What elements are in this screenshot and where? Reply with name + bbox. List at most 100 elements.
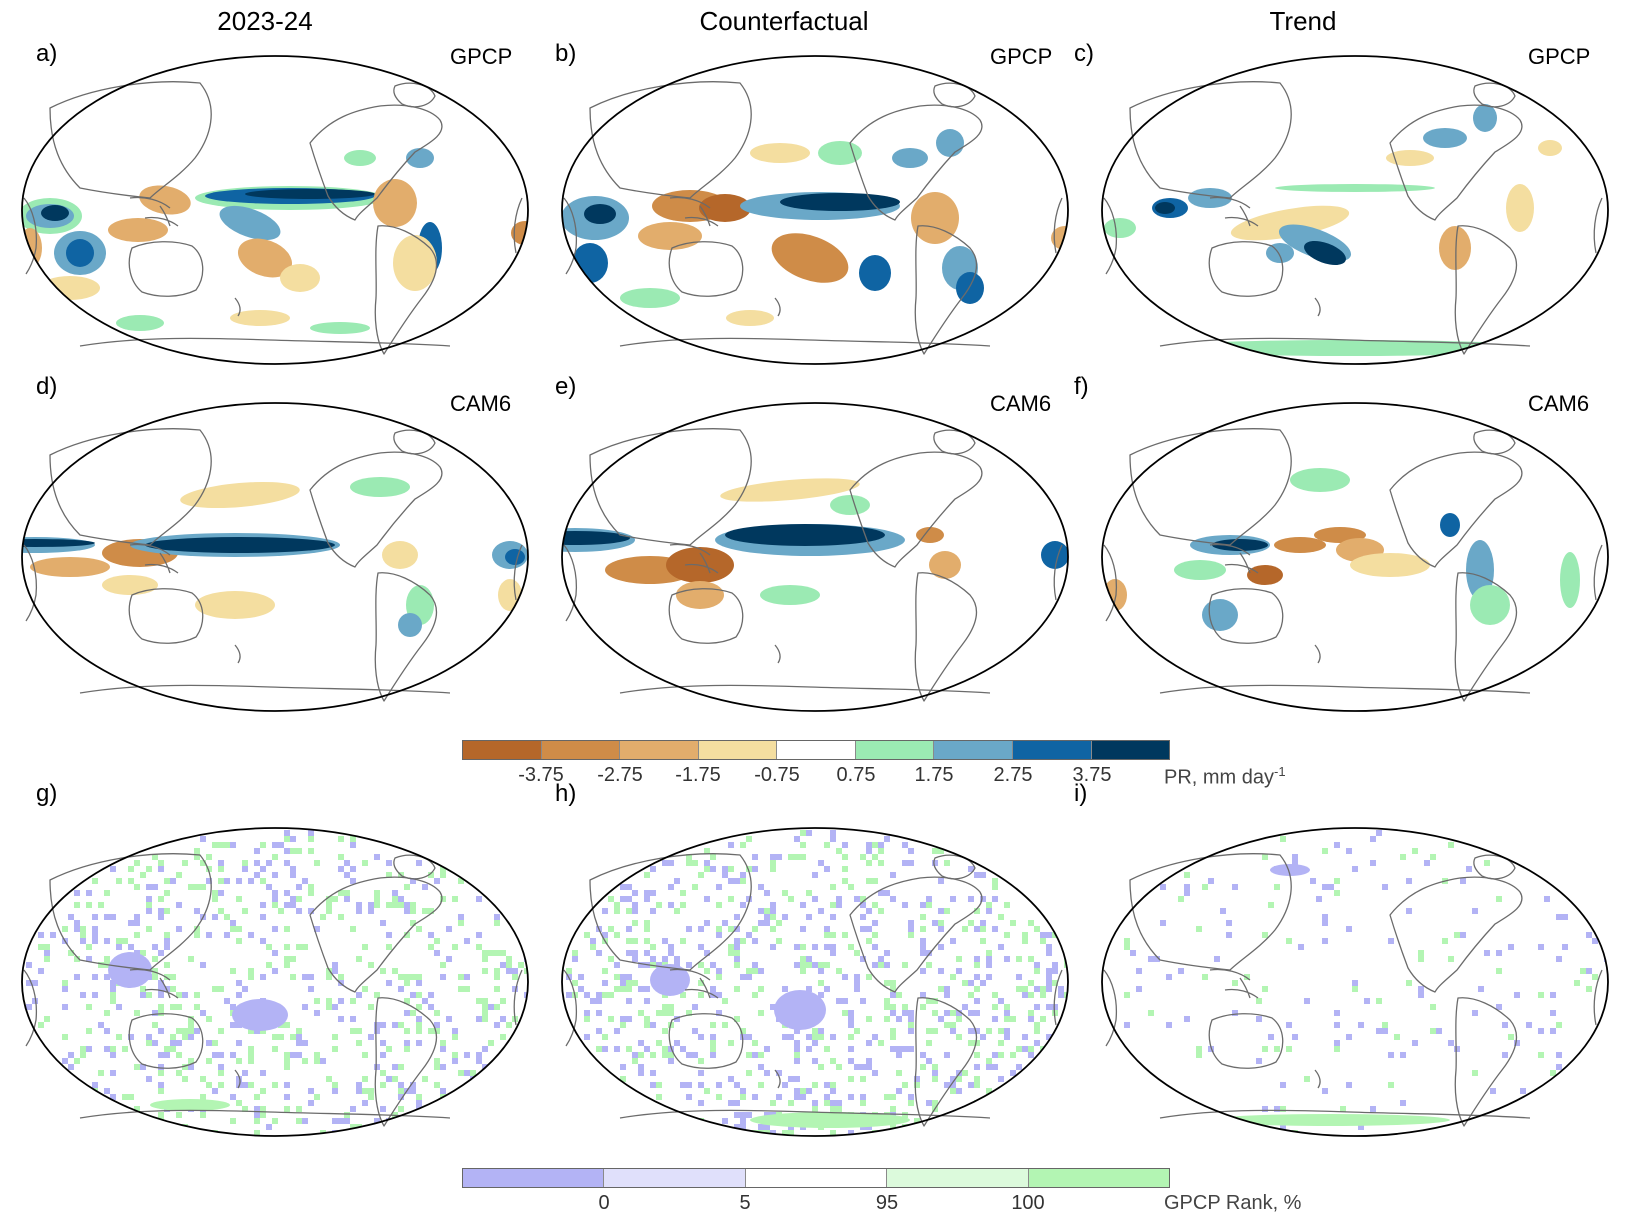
rank-cell: [110, 992, 116, 998]
north-america-coastline: [1389, 876, 1523, 993]
rank-cell: [698, 1058, 704, 1064]
rank-cell: [92, 932, 98, 938]
africa-coastline: [23, 969, 38, 1047]
precip-contour: [139, 185, 191, 215]
coastline-layer: [563, 81, 1063, 355]
north-america-coastline: [309, 451, 443, 568]
rank-cell: [236, 1100, 242, 1106]
rank-cell: [1412, 848, 1418, 854]
rank-cell: [128, 1034, 134, 1040]
rank-cell: [974, 962, 980, 968]
rank-cell: [110, 986, 116, 992]
rank-region: [1210, 1114, 1450, 1126]
rank-cell: [146, 1076, 152, 1082]
maritime-continent-coastline: [669, 196, 719, 227]
greenland-coastline: [933, 854, 976, 880]
rank-cell: [1376, 998, 1382, 1004]
rank-cell: [188, 1034, 194, 1040]
rank-cell: [140, 992, 146, 998]
rank-colorbar-swatch-4: [1028, 1169, 1170, 1187]
rank-cell: [164, 878, 170, 884]
rank-cell: [296, 1034, 302, 1040]
rank-cell: [1010, 1016, 1016, 1022]
rank-cell: [308, 974, 314, 980]
rank-cell: [1562, 914, 1568, 920]
rank-cell: [1562, 944, 1568, 950]
rank-cell: [296, 1028, 302, 1034]
rank-cell: [926, 1040, 932, 1046]
precip-contour: [1104, 218, 1136, 238]
rank-cell: [794, 1088, 800, 1094]
rank-cell: [686, 926, 692, 932]
coastline-layer: [1103, 81, 1603, 355]
rank-cell: [950, 938, 956, 944]
rank-cell: [620, 974, 626, 980]
rank-cell: [356, 908, 362, 914]
rank-cell: [698, 1100, 704, 1106]
rank-cell: [704, 896, 710, 902]
rank-cell: [1016, 1046, 1022, 1052]
rank-cell: [344, 860, 350, 866]
rank-cell: [920, 950, 926, 956]
rank-cell: [980, 938, 986, 944]
rank-cell: [1454, 932, 1460, 938]
rank-cell: [992, 1052, 998, 1058]
rank-cell: [614, 908, 620, 914]
south-america-coastline: [914, 225, 978, 355]
precip-contour: [956, 272, 984, 304]
rank-cell: [986, 974, 992, 980]
rank-region: [150, 1099, 230, 1111]
rank-cell: [80, 1046, 86, 1052]
rank-cell: [314, 1010, 320, 1016]
rank-cell: [788, 1124, 794, 1130]
rank-cell: [920, 944, 926, 950]
rank-cell: [716, 932, 722, 938]
rank-cell: [1448, 956, 1454, 962]
rank-cell: [668, 884, 674, 890]
rank-cell: [146, 926, 152, 932]
rank-cell: [908, 1100, 914, 1106]
rank-cell: [308, 884, 314, 890]
rank-cell: [1550, 1028, 1556, 1034]
precip-contour: [108, 218, 168, 242]
rank-cell: [392, 1022, 398, 1028]
rank-cell: [650, 890, 656, 896]
rank-cell: [668, 944, 674, 950]
rank-cell: [920, 926, 926, 932]
rank-cell: [422, 1076, 428, 1082]
rank-cell: [740, 1088, 746, 1094]
rank-cell: [980, 1034, 986, 1040]
rank-cell: [482, 956, 488, 962]
rank-cell: [128, 866, 134, 872]
rank-cell: [1130, 950, 1136, 956]
rank-cell: [866, 848, 872, 854]
rank-cell: [308, 836, 314, 842]
rank-cell: [620, 884, 626, 890]
map-panel-b: [561, 55, 1069, 365]
rank-cell: [74, 956, 80, 962]
rank-cell: [248, 1052, 254, 1058]
rank-cell: [1004, 1028, 1010, 1034]
rank-cell: [398, 896, 404, 902]
rank-cell: [842, 998, 848, 1004]
rank-cell: [728, 1076, 734, 1082]
rank-cell: [770, 914, 776, 920]
rank-cell: [644, 926, 650, 932]
rank-cell: [152, 968, 158, 974]
rank-cell: [680, 890, 686, 896]
rank-cell: [872, 842, 878, 848]
rank-cell: [1226, 932, 1232, 938]
rank-cell: [920, 1064, 926, 1070]
rank-cell: [326, 1076, 332, 1082]
rank-cell: [1550, 1010, 1556, 1016]
rank-cell: [122, 1046, 128, 1052]
rank-cell: [308, 1088, 314, 1094]
rank-cell: [1382, 1022, 1388, 1028]
rank-cell: [86, 1028, 92, 1034]
new-zealand-coastline: [234, 1069, 241, 1089]
rank-cell: [1274, 1046, 1280, 1052]
rank-cell: [1166, 1022, 1172, 1028]
rank-cell: [1502, 1052, 1508, 1058]
rank-cell: [908, 932, 914, 938]
rank-cell: [1334, 1040, 1340, 1046]
